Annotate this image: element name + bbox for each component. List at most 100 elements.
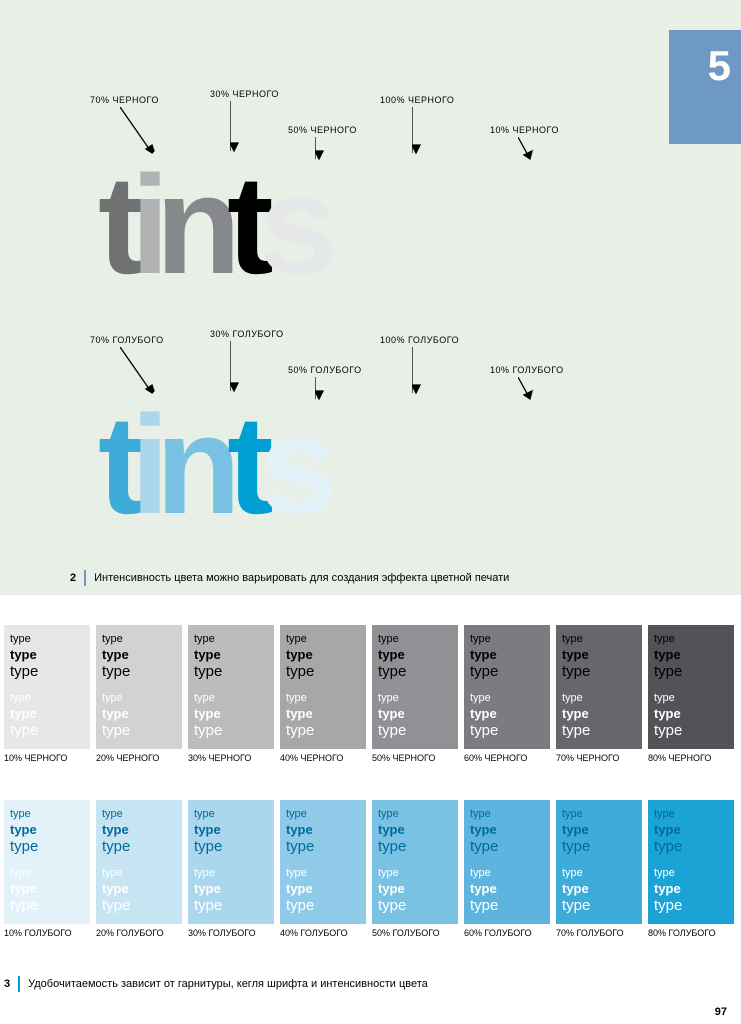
swatch-label: 30% ЧЕРНОГО bbox=[188, 753, 251, 763]
letter-n: n bbox=[156, 146, 228, 303]
type-sample: type bbox=[102, 706, 176, 722]
type-sample: type bbox=[470, 808, 544, 822]
type-sample: type bbox=[10, 897, 84, 916]
letter-i: i bbox=[131, 386, 156, 543]
arrow-icon bbox=[518, 137, 548, 167]
tints-word-black: tints bbox=[98, 155, 324, 295]
type-sample: type bbox=[286, 867, 360, 881]
type-sample: type bbox=[654, 867, 728, 881]
label: 10% ГОЛУБОГО bbox=[490, 365, 564, 375]
type-sample: type bbox=[194, 722, 268, 741]
caption-num: 3 bbox=[4, 978, 10, 990]
type-sample: type bbox=[286, 633, 360, 647]
type-sample: type bbox=[378, 663, 452, 682]
type-sample: type bbox=[470, 897, 544, 916]
type-sample: type bbox=[654, 808, 728, 822]
type-sample: type bbox=[10, 867, 84, 881]
caption-num: 2 bbox=[70, 572, 76, 584]
type-sample: type bbox=[286, 897, 360, 916]
type-sample: type bbox=[102, 722, 176, 741]
swatch: typetypetypetypetypetype bbox=[4, 625, 90, 749]
type-sample: type bbox=[10, 706, 84, 722]
type-sample: type bbox=[10, 808, 84, 822]
type-sample: type bbox=[286, 647, 360, 663]
type-sample: type bbox=[194, 706, 268, 722]
letter-t: t bbox=[98, 386, 131, 543]
label: 100% ЧЕРНОГО bbox=[380, 95, 454, 105]
type-sample: type bbox=[562, 706, 636, 722]
type-sample: type bbox=[562, 633, 636, 647]
type-sample: type bbox=[194, 838, 268, 857]
type-sample: type bbox=[286, 822, 360, 838]
type-sample: type bbox=[194, 808, 268, 822]
swatch-row-blue: typetypetypetypetypetypetypetypetypetype… bbox=[4, 800, 734, 924]
label: 50% ГОЛУБОГО bbox=[288, 365, 362, 375]
type-sample: type bbox=[470, 692, 544, 706]
type-sample: type bbox=[562, 822, 636, 838]
letter-t2: t bbox=[227, 386, 260, 543]
swatch: typetypetypetypetypetype bbox=[4, 800, 90, 924]
swatch: typetypetypetypetypetype bbox=[188, 625, 274, 749]
type-sample: type bbox=[194, 897, 268, 916]
tints-word-blue: tints bbox=[98, 395, 324, 535]
caption-text: Интенсивность цвета можно варьировать дл… bbox=[94, 572, 509, 584]
type-sample: type bbox=[194, 663, 268, 682]
type-sample: type bbox=[378, 808, 452, 822]
type-sample: type bbox=[10, 692, 84, 706]
swatch: typetypetypetypetypetype bbox=[464, 625, 550, 749]
type-sample: type bbox=[378, 822, 452, 838]
caption-3: 3 Удобочитаемость зависит от гарнитуры, … bbox=[4, 976, 428, 992]
type-sample: type bbox=[102, 633, 176, 647]
type-sample: type bbox=[102, 647, 176, 663]
type-sample: type bbox=[378, 867, 452, 881]
type-sample: type bbox=[562, 838, 636, 857]
type-sample: type bbox=[562, 881, 636, 897]
type-sample: type bbox=[10, 722, 84, 741]
swatch: typetypetypetypetypetype bbox=[556, 800, 642, 924]
label: 50% ЧЕРНОГО bbox=[288, 125, 357, 135]
type-sample: type bbox=[10, 647, 84, 663]
swatch-label: 20% ГОЛУБОГО bbox=[96, 928, 164, 938]
swatch-label: 30% ГОЛУБОГО bbox=[188, 928, 256, 938]
type-sample: type bbox=[102, 838, 176, 857]
type-sample: type bbox=[194, 692, 268, 706]
type-sample: type bbox=[102, 663, 176, 682]
type-sample: type bbox=[654, 692, 728, 706]
type-sample: type bbox=[286, 663, 360, 682]
type-sample: type bbox=[654, 722, 728, 741]
caption-bar bbox=[84, 570, 86, 586]
type-sample: type bbox=[378, 647, 452, 663]
type-sample: type bbox=[562, 722, 636, 741]
swatch: typetypetypetypetypetype bbox=[648, 625, 734, 749]
type-sample: type bbox=[562, 897, 636, 916]
type-sample: type bbox=[102, 808, 176, 822]
swatch-label: 80% ЧЕРНОГО bbox=[648, 753, 711, 763]
type-sample: type bbox=[654, 822, 728, 838]
swatch: typetypetypetypetypetype bbox=[280, 625, 366, 749]
type-sample: type bbox=[10, 633, 84, 647]
type-sample: type bbox=[470, 706, 544, 722]
type-sample: type bbox=[562, 663, 636, 682]
arrow-icon bbox=[518, 377, 548, 407]
chapter-tab: 5 bbox=[669, 30, 741, 144]
swatch: typetypetypetypetypetype bbox=[556, 625, 642, 749]
type-sample: type bbox=[10, 822, 84, 838]
page-number: 97 bbox=[715, 1006, 727, 1018]
label: 30% ЧЕРНОГО bbox=[210, 89, 279, 99]
type-sample: type bbox=[286, 722, 360, 741]
type-sample: type bbox=[102, 881, 176, 897]
swatch: typetypetypetypetypetype bbox=[96, 625, 182, 749]
type-sample: type bbox=[10, 881, 84, 897]
type-sample: type bbox=[470, 633, 544, 647]
type-sample: type bbox=[470, 822, 544, 838]
letter-s: s bbox=[260, 146, 324, 303]
type-sample: type bbox=[286, 881, 360, 897]
type-sample: type bbox=[286, 692, 360, 706]
swatch-label: 60% ЧЕРНОГО bbox=[464, 753, 527, 763]
type-sample: type bbox=[378, 633, 452, 647]
type-sample: type bbox=[286, 838, 360, 857]
label: 10% ЧЕРНОГО bbox=[490, 125, 559, 135]
swatch-label: 40% ГОЛУБОГО bbox=[280, 928, 348, 938]
type-sample: type bbox=[286, 706, 360, 722]
swatch-label: 10% ЧЕРНОГО bbox=[4, 753, 67, 763]
